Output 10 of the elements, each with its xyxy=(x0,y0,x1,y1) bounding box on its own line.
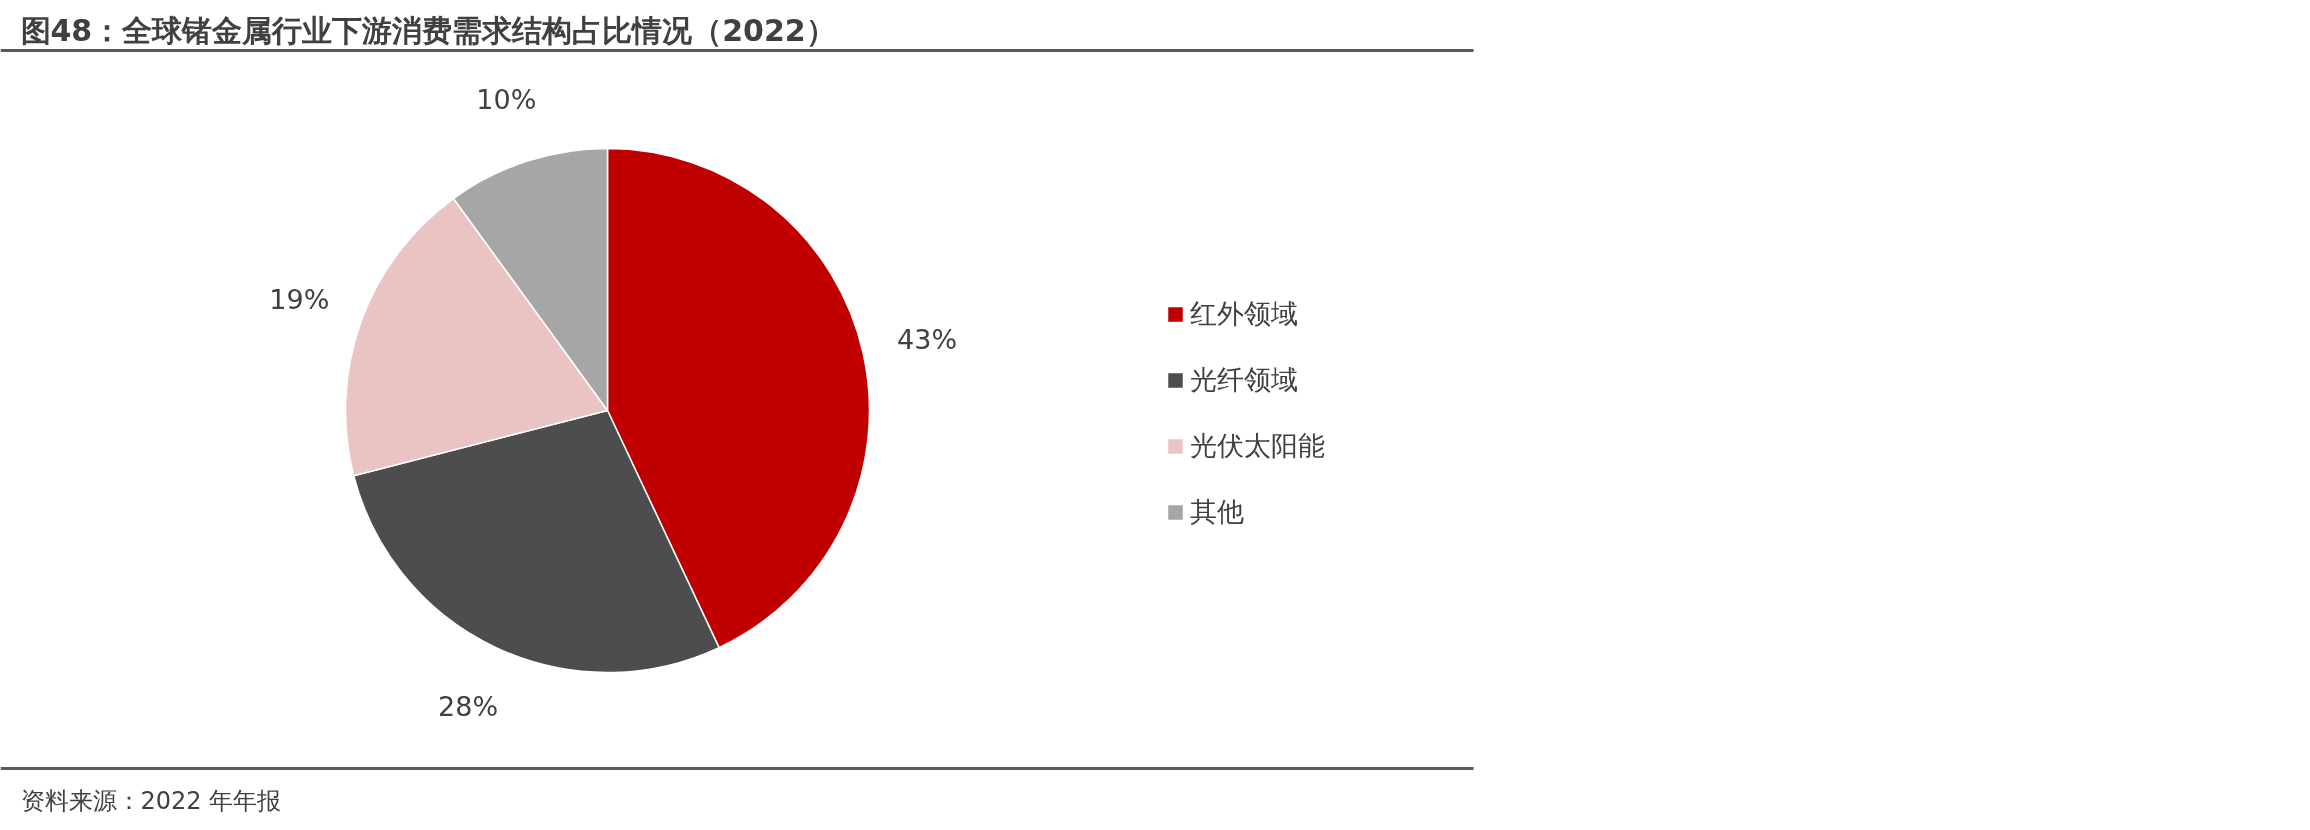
legend-label: 红外领域 xyxy=(1190,297,1298,331)
data-label: 28% xyxy=(438,691,499,723)
legend-label: 光纤领域 xyxy=(1190,363,1298,397)
chart-title: 图48：全球锗金属行业下游消费需求结构占比情况（2022） xyxy=(20,13,836,48)
data-label: 19% xyxy=(269,284,330,316)
legend-label: 其他 xyxy=(1190,495,1244,529)
legend-label: 光伏太阳能 xyxy=(1190,429,1325,463)
data-label: 43% xyxy=(897,323,958,355)
data-label: 10% xyxy=(476,83,537,115)
text: 资料来源：2022 年年报 xyxy=(20,786,282,815)
